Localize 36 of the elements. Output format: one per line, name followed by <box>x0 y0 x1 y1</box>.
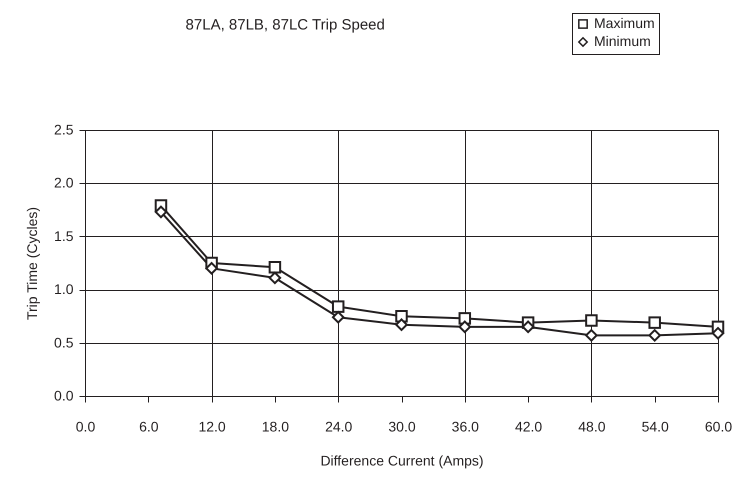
point <box>332 300 344 313</box>
x-tick-label: 54.0 <box>642 418 670 434</box>
point <box>712 326 724 340</box>
point <box>205 262 218 275</box>
x-tick-label: 36.0 <box>452 418 480 434</box>
x-tick-label: 24.0 <box>325 418 353 434</box>
x-axis-title: Difference Current (Amps) <box>320 452 484 468</box>
point <box>585 314 598 327</box>
y-axis-title: Trip Time (Cycles) <box>24 206 40 320</box>
point <box>154 206 168 218</box>
legend-label: Maximum <box>594 15 655 31</box>
point <box>395 318 408 331</box>
point <box>268 261 282 274</box>
x-tick-label: 6.0 <box>139 418 159 434</box>
y-tick-label: 1.5 <box>54 228 74 244</box>
point <box>522 320 534 334</box>
legend-label: Minimum <box>594 33 651 49</box>
x-tick-label: 30.0 <box>388 418 416 434</box>
x-tick-label: 0.0 <box>76 418 96 434</box>
y-tick-label: 1.0 <box>54 281 74 298</box>
x-tick-label: 60.0 <box>704 418 732 434</box>
y-tick-label: 2.5 <box>54 122 74 138</box>
point <box>458 320 472 334</box>
y-tick-label: 2.0 <box>54 174 74 191</box>
point <box>268 272 282 284</box>
y-tick-label: 0.0 <box>54 388 74 404</box>
point <box>648 316 661 329</box>
point <box>648 329 661 342</box>
x-tick-label: 12.0 <box>198 418 226 434</box>
x-tick-label: 18.0 <box>262 418 290 434</box>
x-tick-label: 48.0 <box>578 418 606 434</box>
chart-title: 87LA, 87LB, 87LC Trip Speed <box>186 16 385 34</box>
point <box>585 329 598 342</box>
point <box>332 311 344 324</box>
x-tick-label: 42.0 <box>514 418 542 434</box>
y-tick-label: 0.5 <box>54 334 74 350</box>
